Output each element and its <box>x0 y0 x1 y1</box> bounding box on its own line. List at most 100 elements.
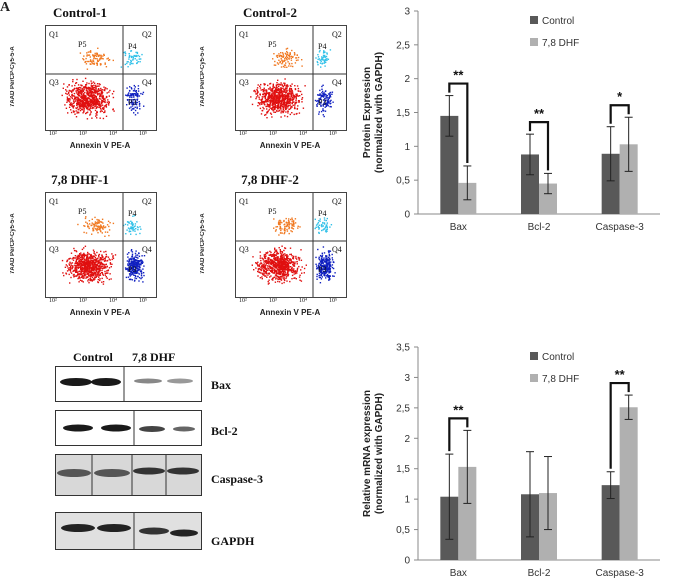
significance-bracket <box>448 82 469 163</box>
blot-row-bax <box>55 366 202 402</box>
bar <box>601 485 620 560</box>
quadrant-label-q4: Q4 <box>332 245 342 254</box>
quadrant-label-q3: Q3 <box>239 245 249 254</box>
flow-xlabel: Annexin V PE-A <box>259 141 321 150</box>
flow-scatter-area: Q1 Q2 Q3 Q4 P5 P4 P3 <box>235 25 347 131</box>
y-tick-label: 0,5 <box>396 176 410 187</box>
legend-label: 7,8 DHF <box>542 374 579 385</box>
flow-x-tick: 10⁵ <box>329 298 338 304</box>
flow-plot-title: 7,8 DHF-1 <box>51 172 109 187</box>
y-tick-label: 3 <box>404 373 410 384</box>
flow-x-tick: 10⁵ <box>139 131 148 137</box>
y-tick-label: 1,5 <box>396 108 410 119</box>
quadrant-label-q4: Q4 <box>332 78 342 87</box>
legend-label: 7,8 DHF <box>542 38 579 49</box>
y-axis-title-line1: Relative mRNA expression <box>362 390 373 517</box>
flow-scatter-area: Q1 Q2 Q3 Q4 P5 P4 P3 <box>235 192 347 298</box>
blot-bands-caspase3 <box>57 455 199 495</box>
flow-x-tick: 10³ <box>79 131 87 137</box>
x-tick-label: Caspase-3 <box>595 222 644 233</box>
bar <box>539 183 557 214</box>
quadrant-label-p4: P4 <box>128 209 137 218</box>
bar <box>440 115 459 214</box>
quadrant-label-q3: Q3 <box>239 78 249 87</box>
y-tick-label: 1 <box>404 142 410 153</box>
flow-plot: Control-1 7AAD PerCP-Cy5-5-A Q1 Q2 Q3 Q4 P5 P4 P… <box>5 5 157 150</box>
flow-x-tick: 10⁴ <box>299 131 308 137</box>
significance-bracket <box>448 417 469 452</box>
flow-ylabel: 7AAD PerCP-Cy5-5-A <box>200 213 206 275</box>
y-tick-label: 2,5 <box>396 403 410 414</box>
flow-scatter <box>46 26 156 130</box>
significance-marker: ** <box>534 106 545 121</box>
bar <box>521 154 539 214</box>
flow-plot: 7,8 DHF-1 7AAD PerCP-Cy5-5-A Q1 Q2 Q3 Q4 P5 P4 P… <box>5 172 157 317</box>
significance-bracket <box>609 104 630 124</box>
flow-x-tick: 10² <box>49 298 57 304</box>
blot-label-gapdh: GAPDH <box>211 534 255 548</box>
flow-x-tick: 10⁴ <box>109 131 118 137</box>
flow-xlabel: Annexin V PE-A <box>69 141 131 150</box>
y-axis-title: Protein Expression(normalized with GAPDH… <box>362 52 385 173</box>
quadrant-label-q2: Q2 <box>332 197 342 206</box>
flow-scatter-area: Q1 Q2 Q3 Q4 P5 P4 P3 <box>45 192 157 298</box>
flow-scatter <box>236 26 346 130</box>
blot-bands-bcl2 <box>63 411 195 445</box>
blot-header-control: Control <box>73 350 113 364</box>
mrna-expression-chart: 0 0,5 1 1,5 2 2,5 3 3,5 Relative mRNA expression… <box>362 343 660 579</box>
flow-plot-title: Control-1 <box>53 5 107 20</box>
flow-x-tick: 10⁴ <box>299 298 308 304</box>
y-tick-label: 1 <box>404 495 410 506</box>
y-tick-label: 0 <box>404 556 410 567</box>
quadrant-label-p3: P3 <box>318 265 327 274</box>
y-tick-label: 2,5 <box>396 40 410 51</box>
y-axis-title: Relative mRNA expression(normalized with… <box>362 390 385 517</box>
bar <box>458 466 477 560</box>
quadrant-label-p4: P4 <box>128 42 137 51</box>
y-tick-label: 3,5 <box>396 343 410 354</box>
quadrant-label-q1: Q1 <box>49 197 59 206</box>
blot-label-caspase3: Caspase-3 <box>211 472 264 486</box>
blot-label-bcl2: Bcl-2 <box>211 424 238 438</box>
bar <box>601 153 620 214</box>
flow-x-tick: 10³ <box>269 131 277 137</box>
quadrant-label-p5: P5 <box>78 40 87 49</box>
quadrant-label-p3: P3 <box>128 265 137 274</box>
blot-row-gapdh <box>55 512 202 550</box>
flow-x-tick: 10² <box>239 298 247 304</box>
quadrant-label-q2: Q2 <box>142 30 152 39</box>
blot-label-bax: Bax <box>211 378 232 392</box>
x-tick-label: Bax <box>450 222 467 233</box>
legend-swatch <box>530 374 538 382</box>
quadrant-label-q1: Q1 <box>239 197 249 206</box>
significance-marker: ** <box>615 367 626 382</box>
y-tick-label: 0,5 <box>396 525 410 536</box>
quadrant-label-p5: P5 <box>78 207 87 216</box>
flow-ylabel: 7AAD PerCP-Cy5-5-A <box>10 213 16 275</box>
y-tick-label: 2 <box>404 74 410 85</box>
flow-plot: 7,8 DHF-2 7AAD PerCP-Cy5-5-A Q1 Q2 Q3 Q4 P5 P4 P… <box>195 172 347 317</box>
y-tick-label: 0 <box>404 210 410 221</box>
flow-scatter-area: Q1 Q2 Q3 Q4 P5 P4 P3 <box>45 25 157 131</box>
significance-bracket <box>528 121 550 171</box>
y-axis-title-line1: Protein Expression <box>362 67 373 158</box>
quadrant-label-q2: Q2 <box>332 30 342 39</box>
quadrant-label-q4: Q4 <box>142 245 152 254</box>
y-tick-label: 2 <box>404 434 410 445</box>
flow-x-tick: 10⁴ <box>109 298 118 304</box>
significance-bracket <box>609 381 630 469</box>
quadrant-label-q1: Q1 <box>239 30 249 39</box>
legend-swatch <box>530 38 538 46</box>
flow-plot-title: 7,8 DHF-2 <box>241 172 299 187</box>
blot-bands-gapdh <box>61 513 198 549</box>
legend-swatch <box>530 16 538 24</box>
flow-x-tick: 10² <box>239 131 247 137</box>
panel-letter: A <box>0 0 11 15</box>
western-blot-panel: Control 7,8 DHF Bax Bcl-2 <box>45 340 305 570</box>
blot-row-caspase3 <box>55 454 202 496</box>
quadrant-label-p5: P5 <box>268 207 277 216</box>
legend-label: Control <box>542 16 574 27</box>
legend-label: Control <box>542 352 574 363</box>
flow-plot-title: Control-2 <box>243 5 297 20</box>
flow-ylabel: 7AAD PerCP-Cy5-5-A <box>10 46 16 108</box>
